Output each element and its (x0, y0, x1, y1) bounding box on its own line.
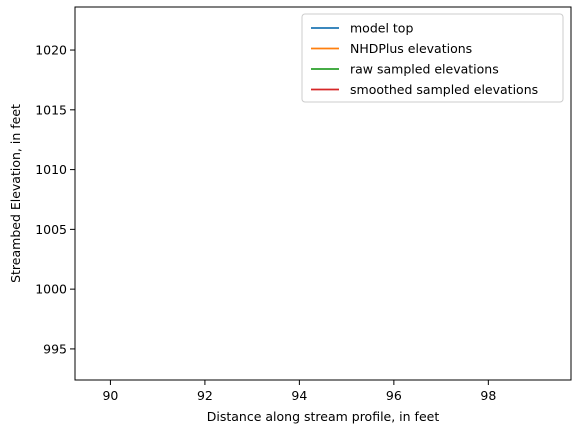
legend-box (301, 13, 564, 103)
legend: model top NHDPlus elevations raw sampled e… (301, 13, 564, 103)
legend-label: smoothed sampled elevations (350, 82, 538, 97)
y-tick-label: 1010 (35, 162, 67, 177)
x-tick-label: 92 (197, 388, 213, 403)
x-axis-ticks: 90 92 94 96 98 (102, 380, 496, 403)
legend-entries: model top NHDPlus elevations raw sampled e… (311, 21, 538, 97)
y-tick-label: 1015 (35, 102, 67, 117)
x-tick-label: 96 (386, 388, 402, 403)
y-tick-label: 1000 (35, 282, 67, 297)
x-tick-label: 98 (480, 388, 496, 403)
y-axis-ticks: 995 1000 1005 1010 1015 1020 (35, 43, 75, 356)
legend-label: raw sampled elevations (350, 62, 499, 77)
plot-area-frame (74, 6, 572, 381)
y-tick-label: 1005 (35, 222, 67, 237)
y-tick-label: 1020 (35, 43, 67, 58)
legend-label: model top (350, 21, 413, 36)
y-tick-label: 995 (43, 341, 67, 356)
x-tick-label: 94 (291, 388, 307, 403)
x-axis-label: Distance along stream profile, in feet (207, 409, 440, 424)
x-tick-label: 90 (102, 388, 118, 403)
y-axis-label: Streambed Elevation, in feet (8, 104, 23, 283)
legend-label: NHDPlus elevations (350, 41, 472, 56)
